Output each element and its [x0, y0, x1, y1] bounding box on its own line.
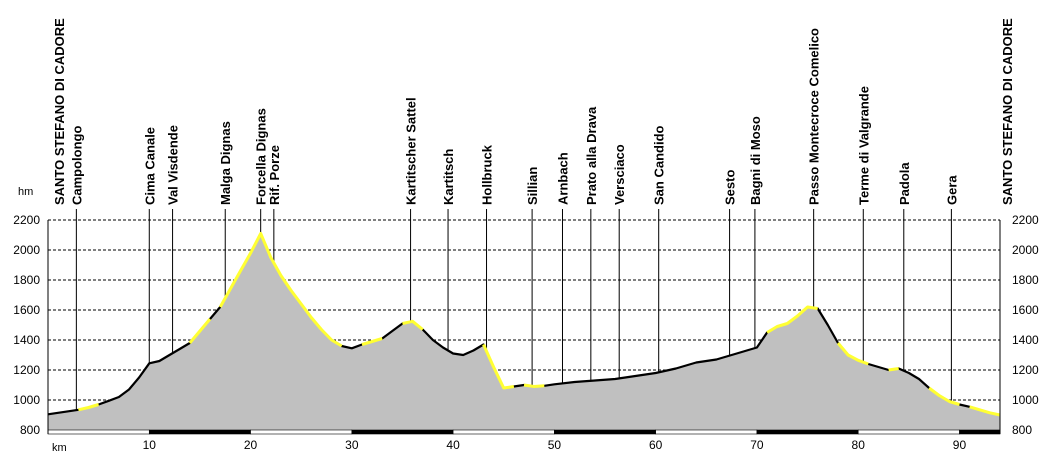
- marker-label-1: Campolongo: [69, 126, 84, 205]
- highlight-segment-10: [928, 386, 960, 406]
- highlight-segment-7: [766, 305, 818, 334]
- y-tick-right-2200: 2200: [1012, 213, 1039, 227]
- y-tick-right-2000: 2000: [1012, 243, 1039, 257]
- highlight-segment-6: [523, 383, 545, 388]
- marker-label-4: Malga Dignas: [218, 121, 233, 205]
- x-tick-80: 80: [852, 438, 866, 452]
- marker-label-21: SANTO STEFANO DI CADORE: [1000, 18, 1015, 205]
- profile-fill: [48, 233, 1000, 430]
- marker-label-8: Kartitsch: [441, 149, 456, 205]
- marker-label-0: SANTO STEFANO DI CADORE: [52, 18, 67, 205]
- km-scale-segment-7: [756, 429, 859, 435]
- marker-label-16: Bagni di Moso: [748, 116, 763, 205]
- y-tick-right-1400: 1400: [1012, 333, 1039, 347]
- highlight-segment-11: [969, 405, 1001, 417]
- y-tick-left-1400: 1400: [13, 333, 40, 347]
- profile-area: [47, 232, 1001, 430]
- y-tick-left-800: 800: [20, 423, 40, 437]
- x-tick-20: 20: [244, 438, 258, 452]
- marker-label-9: Hollbruck: [480, 144, 495, 205]
- marker-label-10: Sillian: [525, 167, 540, 205]
- highlight-segment-5: [482, 343, 515, 390]
- highlight-segment-2: [218, 232, 343, 348]
- marker-label-5: Forcella Dignas: [254, 108, 269, 205]
- marker-label-11: Arnbach: [555, 152, 570, 205]
- highlight-segment-4: [402, 319, 424, 331]
- axes: [47, 220, 1001, 435]
- x-tick-70: 70: [750, 438, 764, 452]
- y-tick-left-1000: 1000: [13, 393, 40, 407]
- km-scale-segment-5: [554, 429, 656, 435]
- y-tick-right-800: 800: [1012, 423, 1032, 437]
- tick-labels: 800 800 1000 1000 1200 1200 1400 1400 1600 1600 18…: [13, 213, 1039, 452]
- highlight-segment-3: [361, 337, 383, 346]
- km-scale-segment-6: [655, 429, 758, 435]
- marker-label-6: Rif. Porze: [267, 145, 282, 205]
- y-tick-right-1600: 1600: [1012, 303, 1039, 317]
- marker-label-13: Versciaco: [612, 144, 627, 205]
- y-axis-label: hm: [18, 186, 33, 198]
- marker-label-12: Prato alla Drava: [584, 106, 599, 205]
- km-scale-segment-9: [959, 429, 1001, 435]
- x-axis-label: km: [52, 442, 67, 454]
- y-tick-left-1600: 1600: [13, 303, 40, 317]
- marker-label-18: Terme di Valgrande: [856, 86, 871, 205]
- highlight-segment-0: [78, 403, 100, 412]
- y-tick-right-1000: 1000: [1012, 393, 1039, 407]
- highlight-segment-8: [836, 342, 869, 366]
- km-scale-segment-4: [452, 429, 555, 435]
- km-scale-segment-8: [857, 429, 960, 435]
- marker-label-2: Cima Canale: [142, 127, 157, 205]
- y-tick-left-2200: 2200: [13, 213, 40, 227]
- marker-label-7: Kartitscher Sattel: [404, 97, 419, 205]
- km-scale-segment-1: [148, 429, 251, 435]
- marker-label-20: Gera: [944, 175, 959, 205]
- km-scale-segment-2: [250, 429, 353, 435]
- marker-label-17: Passo Montecroce Comelico: [807, 28, 822, 205]
- marker-label-19: Padola: [897, 162, 912, 205]
- location-markers: SANTO STEFANO DI CADORE Campolongo Cima Ca…: [52, 18, 1015, 411]
- y-tick-right-1200: 1200: [1012, 363, 1039, 377]
- x-tick-90: 90: [953, 438, 967, 452]
- y-tick-right-1800: 1800: [1012, 273, 1039, 287]
- x-tick-30: 30: [345, 438, 359, 452]
- y-tick-left-2000: 2000: [13, 243, 40, 257]
- y-tick-left-1800: 1800: [13, 273, 40, 287]
- km-scale-segment-3: [351, 429, 454, 435]
- x-tick-50: 50: [548, 438, 562, 452]
- x-tick-10: 10: [143, 438, 157, 452]
- x-tick-60: 60: [649, 438, 663, 452]
- km-scale-segment-0: [47, 429, 150, 435]
- marker-label-14: San Candido: [652, 125, 667, 205]
- highlight-segment-9: [888, 367, 899, 372]
- marker-label-15: Sesto: [723, 170, 738, 205]
- highlight-segment-1: [188, 318, 212, 344]
- x-tick-40: 40: [446, 438, 460, 452]
- marker-label-3: Val Visdende: [166, 125, 181, 205]
- y-tick-left-1200: 1200: [13, 363, 40, 377]
